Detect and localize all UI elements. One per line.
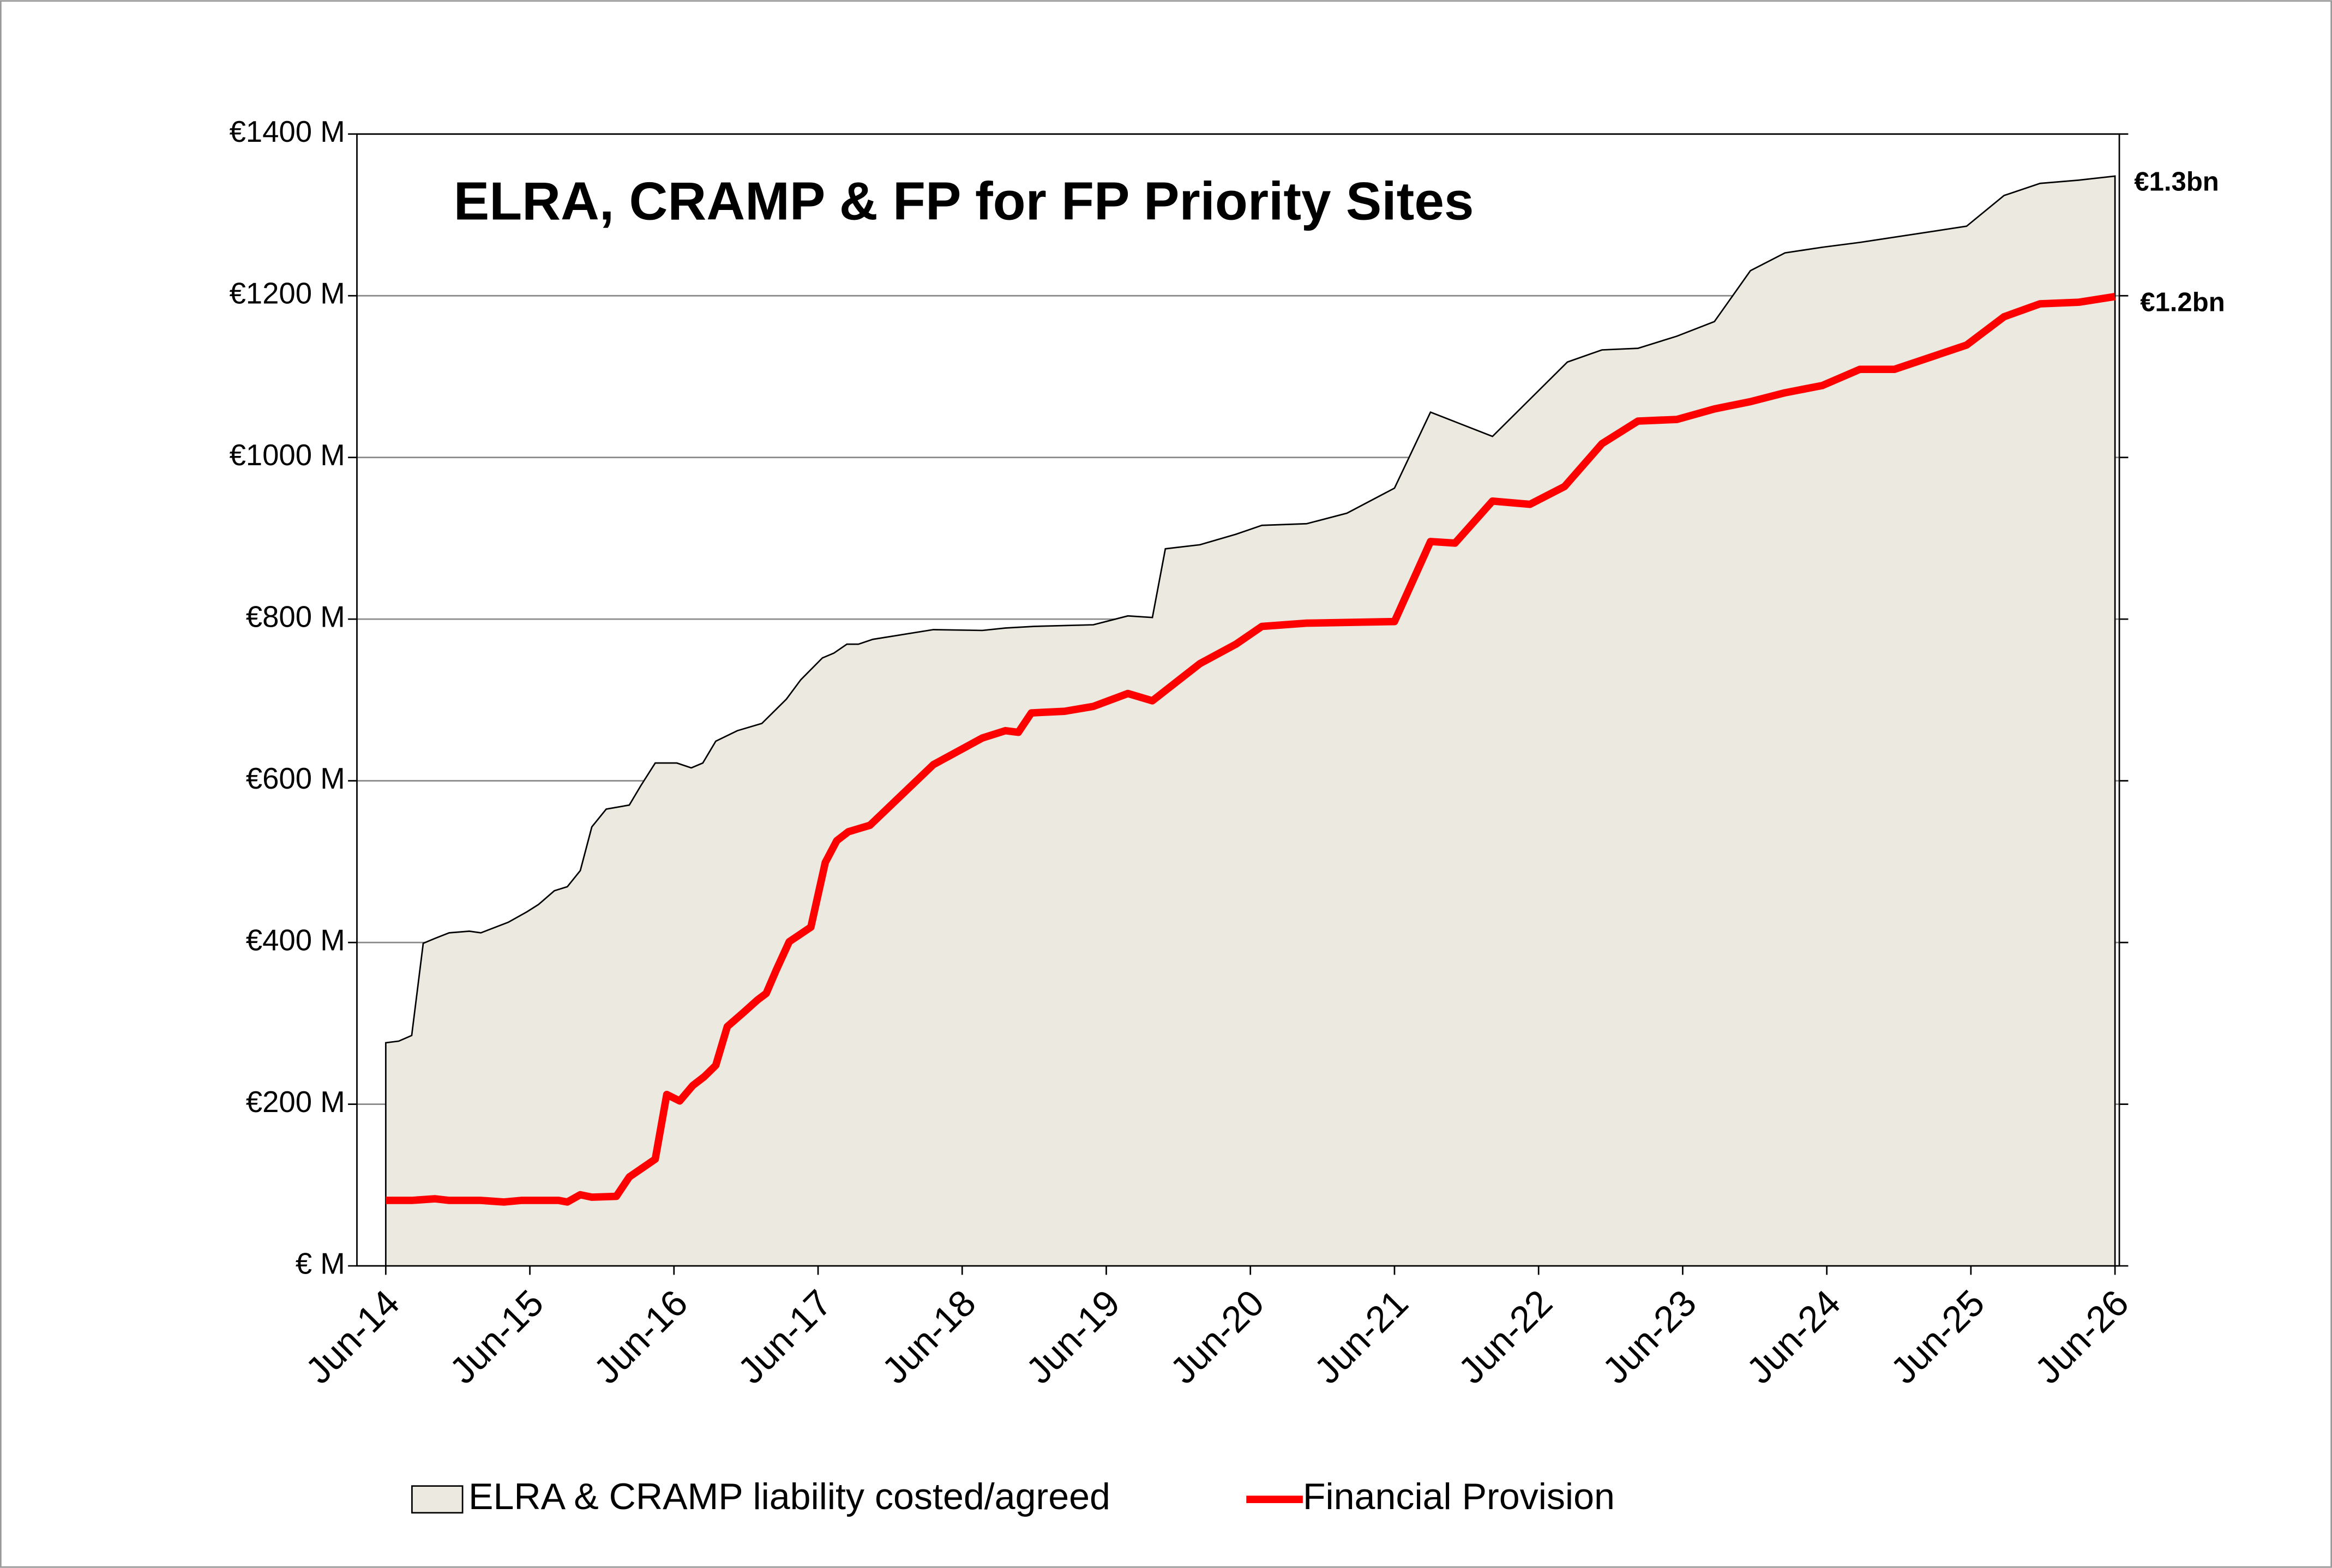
legend-swatch <box>411 1485 464 1514</box>
line <box>386 292 2116 1206</box>
y-tick-label: €400 M <box>246 924 345 957</box>
plot-frame <box>356 133 2120 1267</box>
end-label: €1.3bn <box>2134 167 2219 196</box>
legend-label: Financial Provision <box>1303 1476 1615 1517</box>
area <box>386 176 2115 1266</box>
y-tick-label: €1200 M <box>229 277 345 310</box>
end-label: €1.2bn <box>2140 287 2225 317</box>
y-tick-label: €600 M <box>246 762 345 795</box>
plot: € M €200 M €400 M €600 M €800 M €1000 M €1200 … <box>229 115 2225 1392</box>
area-outline <box>384 175 2116 1266</box>
y-tick-label: €800 M <box>246 600 345 634</box>
legend-label: ELRA & CRAMP liability costed/agreed <box>468 1476 1110 1517</box>
chart-title: ELRA, CRAMP & FP for FP Priority Sites <box>454 171 1474 231</box>
y-tick-label: € M <box>296 1247 345 1280</box>
y-tick-label: €1000 M <box>229 438 345 472</box>
y-tick-label: €200 M <box>246 1085 345 1119</box>
y-tick-label: €1400 M <box>229 115 345 148</box>
